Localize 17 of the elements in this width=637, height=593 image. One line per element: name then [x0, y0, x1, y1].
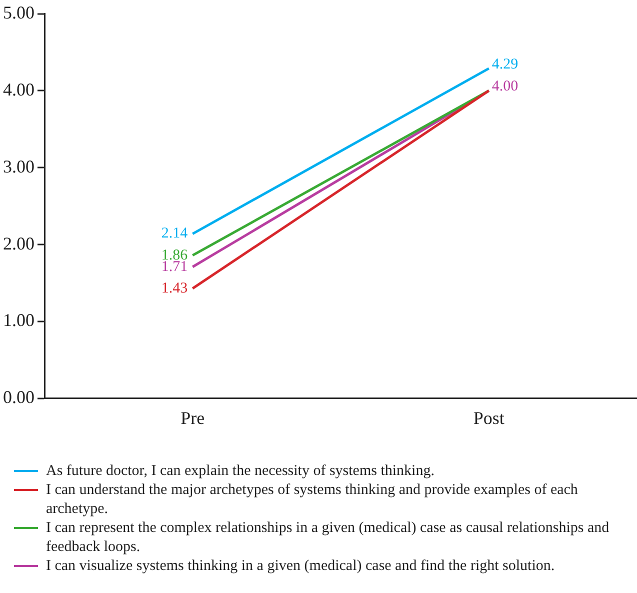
legend-label: I can understand the major archetypes of systems thinking and provide examples of each archetype. — [46, 481, 579, 519]
data-label: 1.43 — [161, 280, 188, 296]
y-tick-label: 1.00 — [3, 310, 34, 330]
x-tick-label: Post — [473, 408, 504, 428]
legend-label: As future doctor, I can explain the necessity of systems thinking. — [46, 462, 434, 481]
x-tick-label: Pre — [180, 408, 205, 428]
y-tick-label: 2.00 — [3, 233, 34, 254]
y-tick-label: 5.00 — [3, 2, 34, 23]
data-label: 4.29 — [492, 56, 518, 72]
y-tick-label: 0.00 — [3, 387, 34, 408]
y-tick-label: 4.00 — [3, 79, 34, 100]
y-tick-label: 3.00 — [3, 156, 34, 176]
data-label: 4.00 — [492, 78, 518, 95]
legend-label: I can visualize systems thinking in a given (medical) case and find the right solution. — [46, 557, 555, 576]
legend-label: I can represent the complex relationships in a given (medical) case as causal relationships and feedback loops. — [46, 519, 610, 557]
data-label: 2.14 — [161, 226, 188, 242]
data-label: 1.71 — [161, 258, 188, 275]
